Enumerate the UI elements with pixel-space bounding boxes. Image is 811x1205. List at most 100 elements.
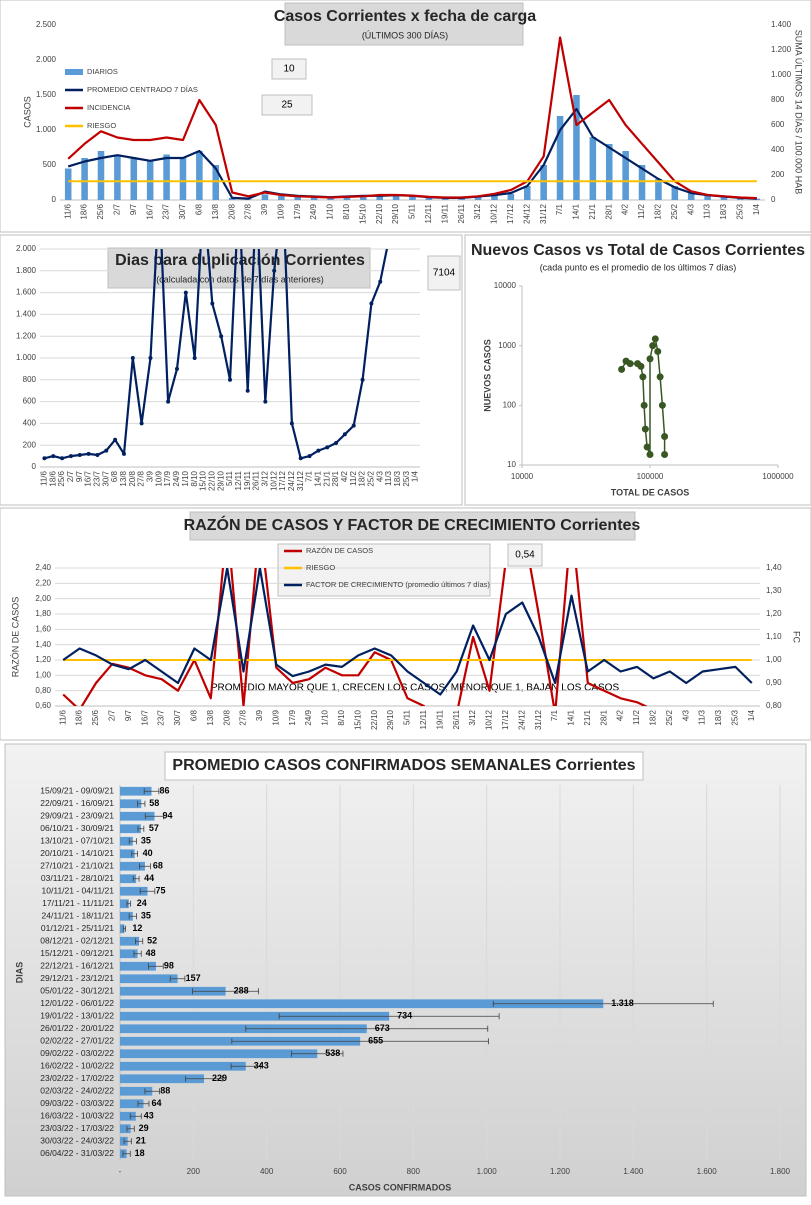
y-tick-label: 600 (771, 120, 785, 129)
x-tick-label: 10/12 (485, 709, 494, 730)
y-tick-label: 1.200 (771, 45, 792, 54)
x-tick-label: 18/2 (649, 709, 658, 725)
bar (376, 196, 383, 200)
y-tick-label: 0 (32, 462, 37, 471)
x-tick-label: 11/6 (58, 709, 67, 725)
line (62, 568, 753, 696)
value-label: 98 (164, 961, 174, 971)
bar (556, 116, 564, 200)
x-tick-label: 18/3 (719, 203, 728, 219)
bar (589, 137, 597, 200)
x-tick-label: 1000000 (762, 472, 794, 481)
value-label: 538 (325, 1048, 340, 1058)
line (44, 249, 388, 460)
x-axis-label: TOTAL DE CASOS (611, 487, 690, 497)
error-bar (132, 875, 140, 882)
y-tick-label: 05/01/22 - 30/12/21 (40, 986, 114, 996)
x-tick-label: 12/11 (419, 709, 428, 729)
error-bar (123, 1138, 132, 1145)
point (651, 335, 659, 343)
y-tick-label: 100 (503, 400, 517, 409)
x-tick-label: 20/8 (222, 709, 231, 725)
x-tick-label: 2/7 (66, 470, 75, 482)
error-bar (492, 1000, 714, 1007)
value-label: 18 (135, 1148, 145, 1158)
y-tick-label: 29/12/21 - 23/12/21 (40, 973, 114, 983)
bar (671, 186, 679, 200)
bar (409, 195, 416, 200)
x-tick-label: 27/8 (239, 709, 248, 725)
y-tick-label: 1.600 (16, 288, 37, 297)
bar (392, 195, 400, 200)
point (130, 356, 135, 360)
x-tick-label: 21/1 (583, 709, 592, 725)
y-tick-label: 500 (43, 160, 57, 169)
x-tick-label: 18/6 (48, 470, 57, 486)
panel (464, 234, 811, 506)
x-tick-label: 4/3 (375, 470, 384, 482)
point (174, 366, 179, 371)
annotation: 10 (283, 64, 295, 75)
x-tick-label: 13/8 (211, 203, 220, 219)
x-tick-label: 3/12 (260, 470, 269, 486)
x-tick-label: 7/1 (305, 470, 314, 482)
value-label: 24 (137, 898, 147, 908)
value-label: 88 (160, 1086, 170, 1096)
error-bar (137, 1100, 150, 1107)
x-tick-label: 30/7 (173, 709, 182, 725)
x-tick-label: 100000 (637, 472, 664, 481)
error-bar (148, 963, 164, 970)
bar (425, 197, 433, 200)
x-tick-label: 29/10 (216, 470, 225, 491)
y-axis-label: CASOS (22, 96, 32, 128)
error-bar (245, 1025, 489, 1032)
bar (474, 196, 482, 200)
x-tick-label: 11/2 (632, 709, 641, 725)
point (166, 399, 171, 404)
bar (120, 1124, 131, 1134)
point (646, 450, 654, 458)
y-tick-label: 1.400 (771, 20, 792, 29)
value-label: 673 (375, 1023, 390, 1033)
bar (120, 799, 142, 809)
legend-label: DIARIOS (87, 67, 118, 76)
y-tick-label: 16/03/22 - 10/03/22 (40, 1111, 114, 1121)
bar (573, 95, 580, 200)
legend-label: FACTOR DE CRECIMIENTO (promedio últimos … (306, 580, 490, 589)
x-tick-label: 8/10 (190, 470, 199, 486)
value-label: 64 (151, 1098, 161, 1108)
y-tick-label: 0 (771, 195, 776, 204)
y-tick-label: 20/10/21 - 14/10/21 (40, 848, 114, 858)
point (640, 401, 648, 409)
error-bar (122, 925, 126, 932)
bar (720, 196, 728, 200)
y-tick-label: 1.200 (16, 331, 37, 340)
x-tick-label: 31/12 (539, 203, 548, 224)
point (637, 362, 645, 370)
x-tick-label: 11/6 (63, 203, 72, 219)
x-tick-label: 1/10 (326, 203, 335, 219)
y-tick-label: 1.500 (36, 90, 57, 99)
point (183, 290, 188, 295)
x-tick-label: 14/1 (313, 470, 322, 486)
x-tick-label: 15/10 (199, 470, 208, 491)
x-tick-label: 10000 (511, 472, 534, 481)
x-tick-label: 18/6 (75, 709, 84, 725)
y-tick-label: 600 (23, 397, 37, 406)
bar (97, 151, 105, 200)
x-tick-label: 31/12 (534, 709, 543, 730)
y-tick-label: 0,90 (766, 678, 782, 687)
chart-title: RAZÓN DE CASOS Y FACTOR DE CRECIMIENTO C… (184, 515, 641, 534)
point (95, 453, 100, 458)
x-tick-label: 24/12 (522, 203, 531, 224)
bar (622, 151, 629, 200)
x-tick-label: 4/3 (686, 203, 695, 215)
x-tick-label: 24/9 (172, 470, 181, 486)
value-label: 29 (139, 1123, 149, 1133)
bar (540, 165, 547, 200)
x-tick-label: 11/6 (40, 470, 49, 486)
x-tick-label: 13/8 (206, 709, 215, 725)
point (42, 456, 47, 461)
x-tick-label: 25/3 (736, 203, 745, 219)
x-tick-label: 24/12 (517, 709, 526, 730)
